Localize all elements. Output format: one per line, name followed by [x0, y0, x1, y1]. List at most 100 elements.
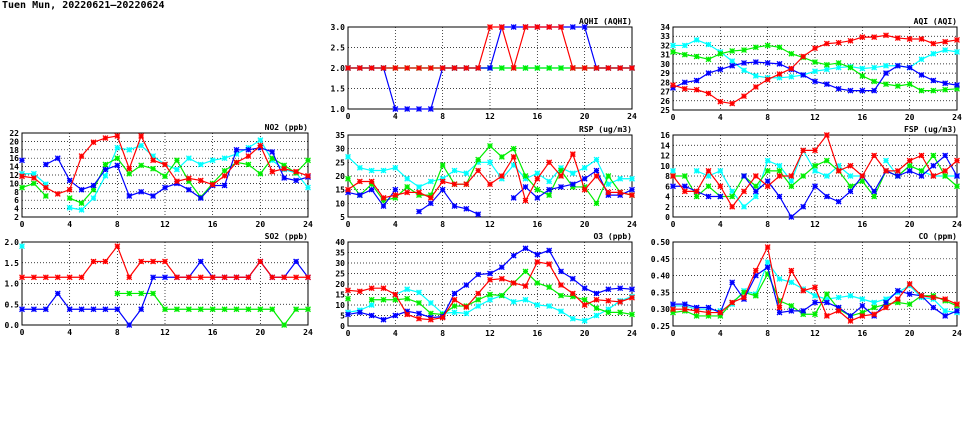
data-point	[305, 306, 311, 313]
data-point	[90, 258, 97, 265]
data-point	[558, 268, 564, 275]
data-point	[629, 175, 635, 182]
y-tick-label: 25	[335, 158, 345, 167]
data-point	[451, 181, 458, 188]
data-point	[906, 291, 913, 298]
data-point	[764, 259, 771, 266]
data-point	[729, 279, 736, 286]
data-point	[776, 71, 783, 77]
data-point	[463, 205, 470, 212]
data-point	[776, 167, 783, 174]
data-point	[185, 306, 192, 313]
data-point	[764, 264, 771, 271]
data-point	[102, 306, 109, 313]
data-point	[788, 267, 795, 274]
x-tick-label: 24	[627, 220, 637, 229]
data-point	[741, 289, 747, 296]
data-point	[173, 178, 180, 185]
data-point	[380, 203, 387, 210]
y-tick-label: 15	[335, 186, 345, 195]
x-tick-label: 12	[160, 328, 170, 337]
data-point	[257, 170, 264, 177]
data-point	[451, 309, 458, 316]
x-tick-label: 16	[858, 220, 868, 229]
data-point	[788, 50, 795, 57]
so2-series	[114, 290, 311, 328]
data-point	[475, 167, 482, 174]
data-point	[416, 189, 422, 196]
data-point	[812, 299, 818, 306]
data-point	[752, 44, 759, 51]
x-tick-label: 16	[858, 329, 868, 338]
y-tick-label: 22	[9, 129, 19, 138]
data-point	[30, 180, 37, 187]
y-tick-label: 30	[335, 259, 345, 268]
data-point	[498, 173, 505, 179]
data-point	[942, 80, 949, 87]
data-point	[776, 74, 783, 81]
data-point	[569, 183, 576, 190]
data-point	[788, 214, 795, 220]
data-point	[173, 306, 180, 313]
data-point	[42, 161, 49, 168]
data-point	[800, 307, 807, 314]
data-point	[404, 308, 411, 315]
data-point	[558, 164, 564, 171]
data-point	[670, 306, 676, 313]
data-point	[558, 292, 564, 299]
data-point	[800, 173, 807, 179]
data-point	[605, 189, 612, 196]
data-point	[345, 287, 351, 294]
data-point	[209, 181, 216, 188]
data-point	[522, 175, 529, 182]
data-point	[776, 193, 783, 200]
data-point	[617, 285, 624, 292]
data-point	[681, 183, 688, 190]
y-tick-label: 31	[660, 51, 670, 60]
data-point	[883, 296, 889, 303]
data-point	[90, 306, 97, 313]
data-point	[752, 188, 759, 195]
data-point	[498, 153, 505, 160]
data-point	[629, 294, 635, 301]
data-point	[463, 181, 470, 188]
data-point	[847, 188, 854, 195]
y-tick-label: 33	[660, 32, 670, 41]
data-point	[90, 182, 97, 189]
data-point	[558, 173, 564, 179]
data-point	[19, 306, 25, 313]
data-point	[741, 67, 747, 74]
x-tick-label: 0	[671, 113, 676, 122]
data-point	[752, 292, 759, 299]
data-point	[800, 53, 807, 60]
data-point	[581, 296, 588, 303]
x-tick-label: 8	[765, 220, 770, 229]
data-point	[800, 287, 807, 294]
data-point	[800, 311, 807, 318]
data-point	[569, 293, 576, 300]
data-point	[812, 59, 818, 66]
x-tick-label: 4	[718, 220, 723, 229]
data-point	[245, 153, 252, 160]
data-point	[670, 183, 676, 190]
y-tick-label: 10	[9, 179, 19, 188]
data-point	[930, 152, 937, 159]
data-point	[439, 314, 446, 321]
data-point	[629, 186, 635, 193]
data-point	[522, 183, 529, 190]
y-tick-label: 1.0	[331, 105, 346, 114]
data-point	[522, 197, 529, 204]
data-point	[293, 258, 300, 265]
data-point	[392, 186, 399, 193]
y-tick-label: 1.5	[331, 85, 346, 94]
x-tick-label: 16	[858, 113, 868, 122]
data-point	[859, 312, 866, 319]
data-point	[954, 301, 960, 308]
data-point	[800, 71, 807, 78]
rsp-series	[345, 153, 635, 190]
data-point	[534, 24, 541, 30]
data-point	[90, 186, 97, 193]
y-tick-label: 35	[335, 131, 345, 140]
data-point	[693, 188, 700, 195]
data-point	[729, 100, 736, 107]
